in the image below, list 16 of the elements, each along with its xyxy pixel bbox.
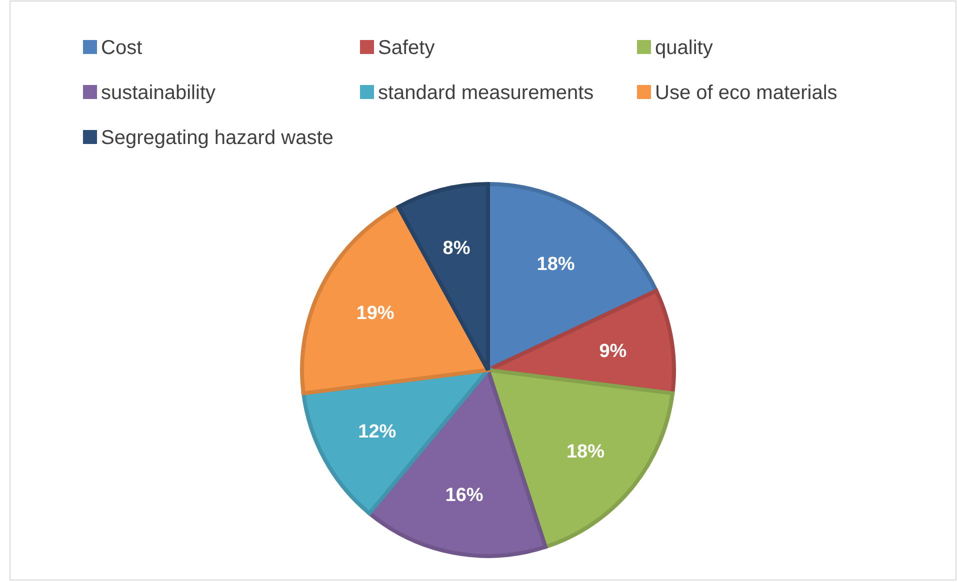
data-label: 19% (356, 303, 394, 324)
legend-label: Cost (101, 37, 143, 59)
legend-label: quality (655, 37, 713, 59)
data-label: 12% (358, 422, 396, 443)
pie-slice (396, 182, 490, 372)
data-label: 8% (442, 238, 470, 260)
data-label: 16% (445, 484, 484, 506)
legend-label: Segregating hazard waste (101, 127, 334, 149)
data-label: 18% (566, 441, 605, 462)
legend-label: Safety (378, 37, 435, 59)
data-label: 18% (536, 254, 575, 275)
data-label: 9% (599, 340, 627, 362)
legend-label: Use of eco materials (655, 82, 838, 104)
legend-label: sustainability (101, 82, 216, 104)
legend-label: standard measurements (378, 82, 594, 104)
pie-slice (300, 205, 490, 396)
